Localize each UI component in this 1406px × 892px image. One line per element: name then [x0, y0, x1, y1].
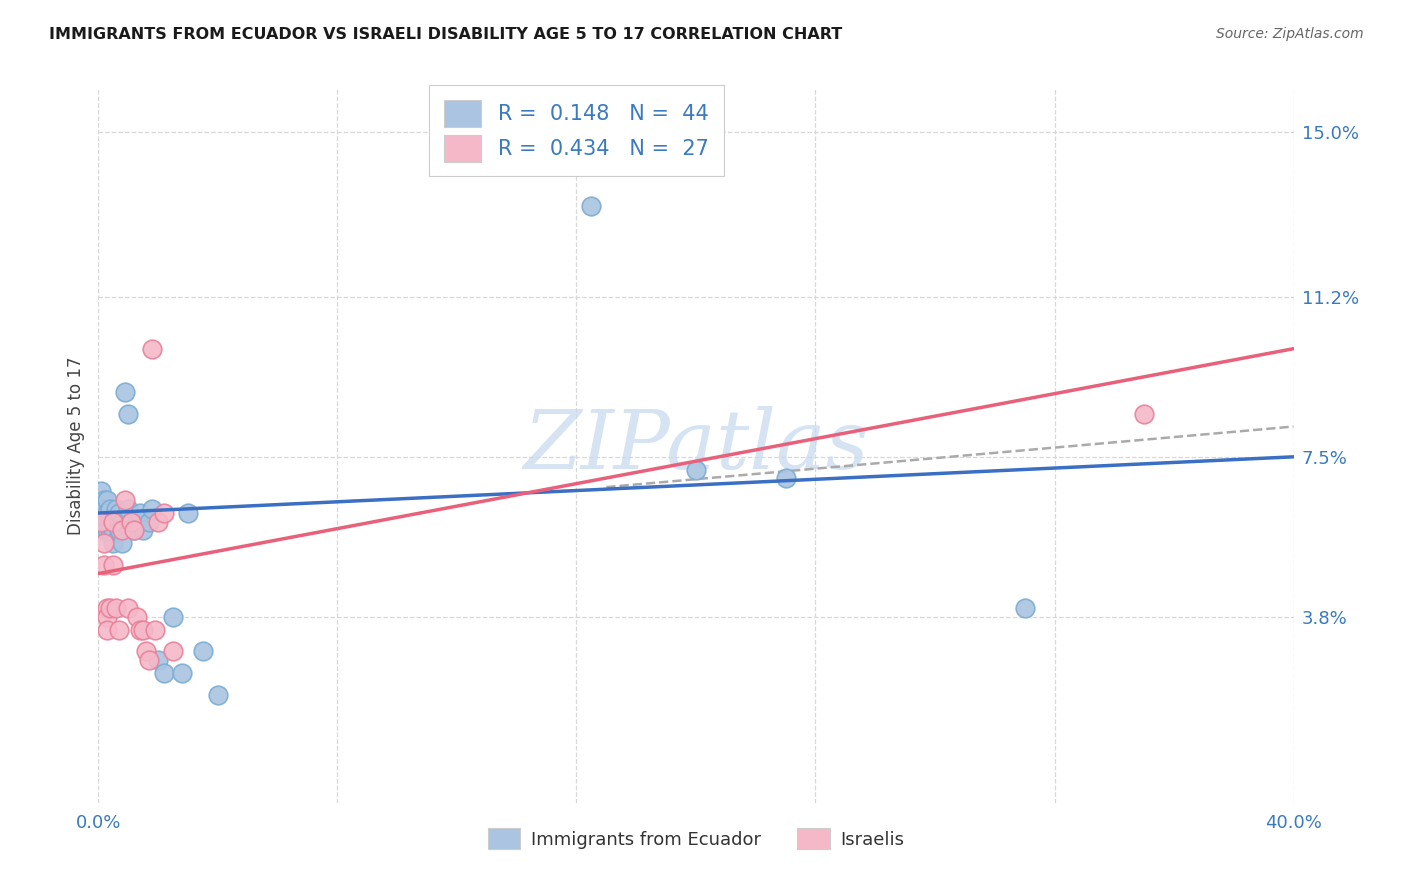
Point — [93, 524, 115, 538]
Point — [148, 653, 170, 667]
Point — [105, 601, 128, 615]
Point — [96, 524, 118, 538]
Point — [103, 524, 125, 538]
Point — [93, 501, 115, 516]
Point — [111, 536, 134, 550]
Point — [108, 623, 131, 637]
Point — [103, 515, 125, 529]
Point — [153, 666, 176, 681]
Point — [98, 601, 122, 615]
Point — [138, 653, 160, 667]
Point — [120, 515, 142, 529]
Point — [105, 515, 128, 529]
Point — [114, 493, 136, 508]
Point — [90, 484, 112, 499]
Point — [141, 342, 163, 356]
Point — [117, 501, 139, 516]
Point — [93, 558, 115, 572]
Point — [207, 688, 229, 702]
Point — [96, 493, 118, 508]
Point — [114, 384, 136, 399]
Point — [96, 506, 118, 520]
Point — [153, 506, 176, 520]
Point — [120, 515, 142, 529]
Point — [96, 623, 118, 637]
Text: IMMIGRANTS FROM ECUADOR VS ISRAELI DISABILITY AGE 5 TO 17 CORRELATION CHART: IMMIGRANTS FROM ECUADOR VS ISRAELI DISAB… — [49, 27, 842, 42]
Point — [135, 644, 157, 658]
Point — [124, 524, 146, 538]
Point — [105, 501, 128, 516]
Point — [111, 524, 134, 538]
Point — [98, 524, 122, 538]
Point — [191, 644, 214, 658]
Legend: Immigrants from Ecuador, Israelis: Immigrants from Ecuador, Israelis — [478, 819, 914, 858]
Point — [138, 515, 160, 529]
Point — [96, 601, 118, 615]
Point — [127, 610, 149, 624]
Point — [111, 515, 134, 529]
Point — [127, 515, 149, 529]
Point — [96, 610, 118, 624]
Point — [129, 623, 152, 637]
Point — [103, 558, 125, 572]
Point — [162, 610, 184, 624]
Point — [132, 623, 155, 637]
Point — [90, 515, 112, 529]
Point — [93, 515, 115, 529]
Point — [148, 515, 170, 529]
Text: Source: ZipAtlas.com: Source: ZipAtlas.com — [1216, 27, 1364, 41]
Point — [108, 506, 131, 520]
Point — [581, 199, 603, 213]
Point — [143, 623, 166, 637]
Text: ZIPatlas: ZIPatlas — [523, 406, 869, 486]
Point — [129, 506, 152, 520]
Point — [117, 601, 139, 615]
Point — [1133, 407, 1156, 421]
Point — [172, 666, 194, 681]
Point — [90, 501, 112, 516]
Point — [162, 644, 184, 658]
Point — [98, 501, 122, 516]
Point — [685, 463, 707, 477]
Point — [1014, 601, 1036, 615]
Point — [93, 536, 115, 550]
Point — [103, 515, 125, 529]
Point — [96, 515, 118, 529]
Point — [141, 501, 163, 516]
Point — [103, 536, 125, 550]
Point — [117, 407, 139, 421]
Point — [775, 471, 797, 485]
Point — [93, 493, 115, 508]
Point — [98, 515, 122, 529]
Point — [90, 515, 112, 529]
Y-axis label: Disability Age 5 to 17: Disability Age 5 to 17 — [66, 357, 84, 535]
Point — [132, 524, 155, 538]
Point — [108, 524, 131, 538]
Point — [177, 506, 200, 520]
Point — [124, 524, 146, 538]
